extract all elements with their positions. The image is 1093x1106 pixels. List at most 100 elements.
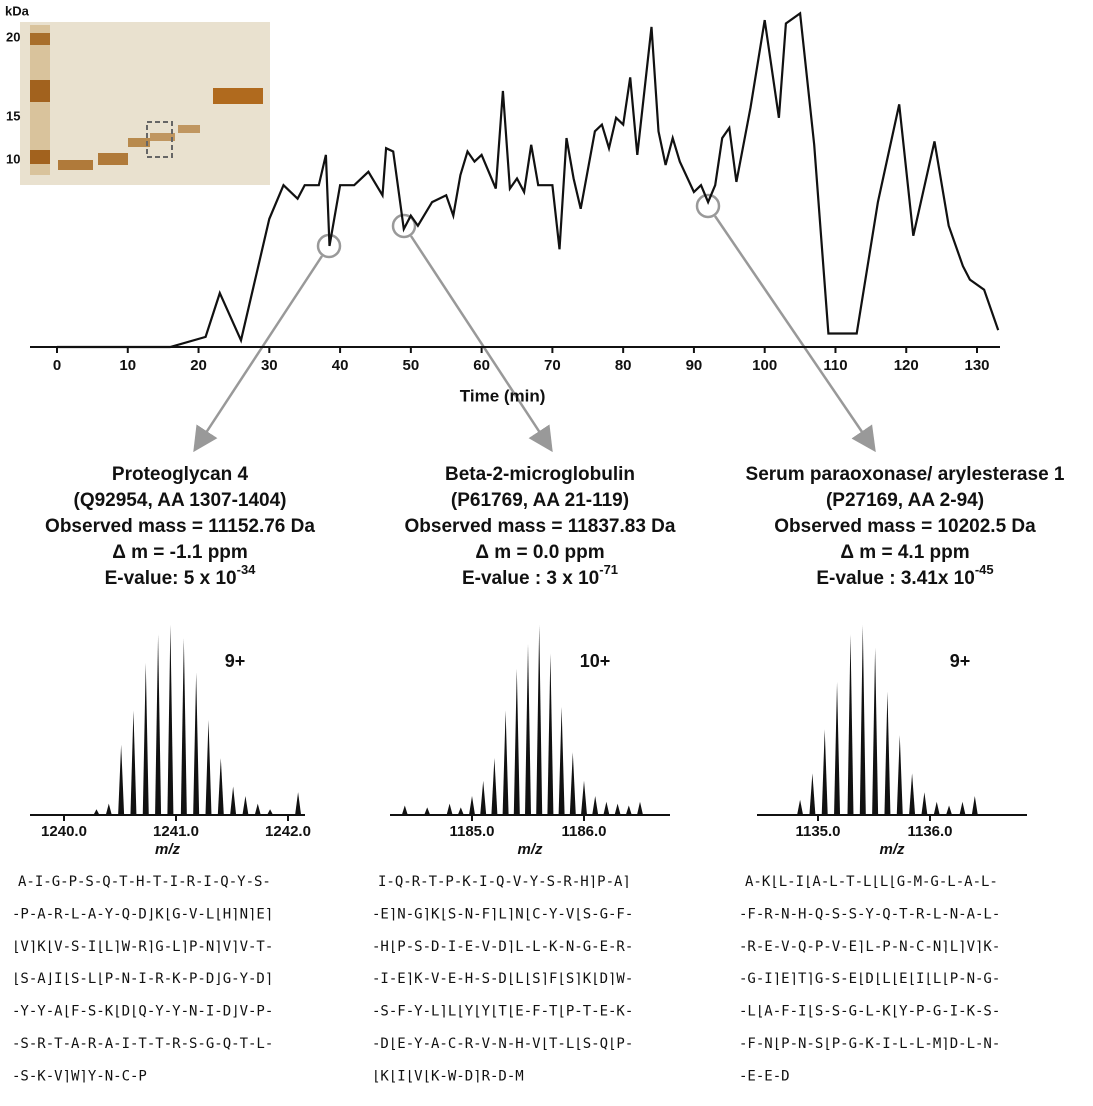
x-tick-label: 60 — [473, 357, 490, 374]
peak — [514, 669, 520, 815]
peak — [637, 802, 643, 815]
peak — [480, 781, 486, 815]
peak — [267, 809, 273, 815]
x-tick-label: 1241.0 — [153, 823, 199, 840]
charge-state: 10+ — [580, 651, 611, 671]
x-tick-label: 20 — [190, 357, 207, 374]
x-tick-label: 40 — [332, 357, 349, 374]
sequence-line: -E⌉N-G⌉K⌊S-N-F⌉L⌉N⌊C-Y-V⌊S-G-F- — [372, 906, 633, 922]
peak — [255, 804, 261, 815]
x-tick-label: 1185.0 — [449, 823, 494, 840]
peak — [447, 804, 453, 815]
peak — [106, 804, 112, 815]
panel-title: Observed mass = 11837.83 Da — [405, 516, 676, 537]
sequence-line: A-K⌊L-I⌊A-L-T-L⌊L⌊G-M-G-L-A-L- — [745, 874, 998, 890]
peak — [218, 758, 224, 815]
sequence-line: ⌊K⌊I⌊V⌊K-W-D⌉R-D-M — [372, 1068, 524, 1084]
x-axis-label: Time (min) — [460, 386, 546, 405]
gel-inset: kDa 20 15 10 — [5, 3, 270, 185]
x-tick-label: 1186.0 — [561, 823, 606, 840]
peak — [581, 781, 587, 815]
panel-title: Serum paraoxonase/ arylesterase 1 — [746, 464, 1065, 485]
sequence-line: -F-N⌊P-N-S⌊P-G-K-I-L-L-M⌉D-L-N- — [739, 1036, 1000, 1052]
gel-unit: kDa — [5, 3, 30, 18]
peak — [921, 792, 927, 815]
figure: kDa 20 15 10 010203040506070809010011012… — [0, 0, 1093, 1101]
peak — [603, 802, 609, 815]
panel-title: (P27169, AA 2-94) — [826, 490, 984, 511]
peak — [872, 648, 878, 815]
x-tick-label: 90 — [686, 357, 703, 374]
x-tick-label: 1242.0 — [265, 823, 311, 840]
callout-arrow — [715, 216, 873, 448]
peak — [897, 735, 903, 815]
peak — [143, 663, 149, 815]
peak — [559, 707, 565, 815]
peak — [909, 773, 915, 815]
sequence-line: I-Q-R-T-P-K-I-Q-V-Y-S-R-H⌉P-A⌉ — [378, 874, 631, 890]
x-axis-label: m/z — [517, 841, 543, 858]
gel-marker: 10 — [6, 151, 20, 166]
x-tick-label: 1240.0 — [41, 823, 87, 840]
callout-arrow — [411, 236, 550, 448]
peak — [424, 807, 430, 815]
peak — [193, 673, 199, 816]
gel-band — [30, 33, 50, 45]
peak — [525, 644, 531, 815]
peak — [822, 730, 828, 816]
evalue-text: E-value: 5 x 10 — [105, 568, 237, 589]
x-tick-label: 130 — [964, 357, 989, 374]
x-axis-label: m/z — [155, 841, 181, 858]
peak — [547, 654, 553, 816]
sequence-line: -R-E-V-Q-P-V-E⌉L-P-N-C-N⌉L⌉V⌉K- — [739, 939, 1000, 955]
x-tick-label: 110 — [823, 357, 847, 374]
sequence-line: -Y-Y-A⌊F-S-K⌊D⌊Q-Y-Y-N-I-D⌋V-P- — [12, 1004, 273, 1020]
peak — [959, 802, 965, 815]
panel-title: Δ m = 4.1 ppm — [840, 542, 969, 563]
peak — [242, 796, 248, 815]
evalue-text: E-value : 3.41x 10 — [816, 568, 974, 589]
sequence-line: -P-A-R-L-A-Y-Q-D⌋K⌊G-V-L⌊H⌉N⌉E⌉ — [12, 906, 273, 922]
peak — [130, 711, 136, 816]
x-tick-label: 0 — [53, 357, 61, 374]
x-tick-label: 1135.0 — [795, 823, 840, 840]
x-tick-label: 1136.0 — [907, 823, 952, 840]
gel-marker: 15 — [6, 108, 20, 123]
x-axis-label: m/z — [879, 841, 905, 858]
peak — [155, 635, 161, 816]
x-tick-label: 50 — [403, 357, 420, 374]
peak — [934, 802, 940, 815]
panel-title: Δ m = 0.0 ppm — [475, 542, 604, 563]
peak — [205, 720, 211, 815]
peak — [491, 758, 497, 815]
gel-band — [213, 88, 263, 104]
callouts — [196, 195, 873, 448]
sequence-line: -S-F-Y-L⌉L⌊Y⌊Y⌊T⌊E-F-T⌊P-T-E-K- — [372, 1004, 633, 1020]
sequence-line: -I-E⌉K-V-E-H-S-D⌊L⌊S⌉F⌊S⌉K⌊D⌉W- — [372, 971, 633, 987]
sequence-line: ⌊S-A⌋I⌊S-L⌊P-N-I-R-K-P-D⌋G-Y-D⌉ — [12, 971, 273, 987]
sequence-line: -S-R-T-A-R-A-I-T-T-R-S-G-Q-T-L- — [12, 1036, 273, 1052]
panel-title: Beta-2-microglobulin — [445, 464, 635, 485]
peak — [570, 752, 576, 815]
panel-evalue: E-value: 5 x 10-34 — [105, 562, 257, 589]
peak — [93, 809, 99, 815]
peak — [167, 625, 173, 815]
gel-band — [58, 160, 93, 170]
panel-title: Proteoglycan 4 — [112, 464, 249, 485]
x-tick-label: 80 — [615, 357, 632, 374]
gel-band — [30, 150, 50, 164]
evalue-exponent: -34 — [237, 562, 257, 577]
gel-marker: 20 — [6, 29, 20, 44]
sequence-line: -D⌊E-Y-A-C-R-V-N-H-V⌊T-L⌊S-Q⌊P- — [372, 1036, 633, 1052]
panel-evalue: E-value : 3 x 10-71 — [462, 562, 618, 589]
peak — [615, 804, 621, 815]
gel-band — [30, 80, 50, 102]
peak — [592, 796, 598, 815]
x-tick-label: 100 — [752, 357, 777, 374]
gel-band — [178, 125, 200, 133]
evalue-text: E-value : 3 x 10 — [462, 568, 599, 589]
peak — [295, 792, 301, 815]
x-tick-label: 120 — [894, 357, 919, 374]
x-tick-label: 70 — [544, 357, 561, 374]
sequence-line: -G-I⌉E⌉T⌉G-S-E⌊D⌊L⌊E⌊I⌊L⌊P-N-G- — [739, 971, 1000, 987]
